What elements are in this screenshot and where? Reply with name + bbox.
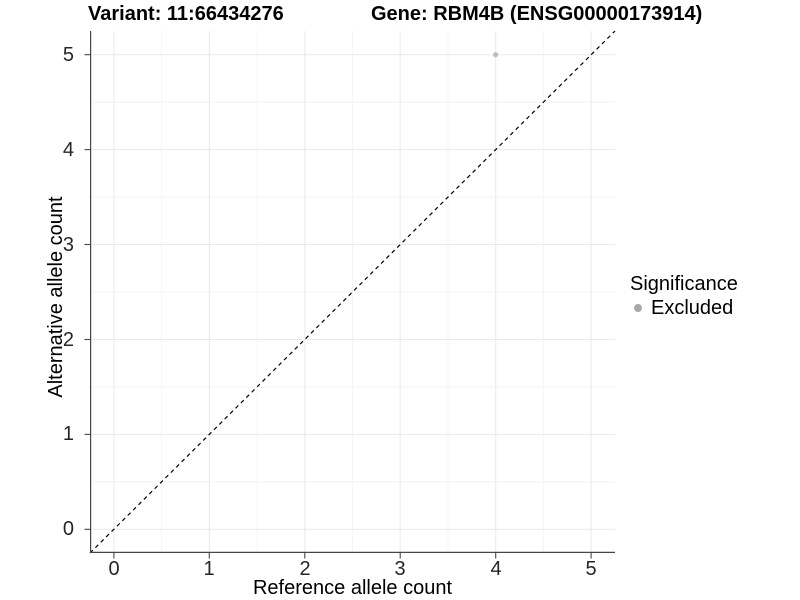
y-tick-label: 1 (62, 423, 74, 445)
legend-key-dot-icon (634, 304, 642, 312)
x-tick-label: 1 (203, 558, 215, 580)
x-tick-label: 2 (299, 558, 311, 580)
x-axis-title: Reference allele count (252, 577, 452, 599)
y-tick-label: 4 (62, 139, 74, 161)
x-tick-label: 0 (108, 558, 120, 580)
plot-title-variant: Variant: 11:66434276 (88, 3, 284, 25)
y-tick-label: 3 (62, 234, 74, 256)
y-tick-label: 5 (62, 44, 74, 66)
x-tick-label: 3 (394, 558, 406, 580)
legend-item-excluded: Excluded (630, 297, 738, 319)
plot-panel-svg (84, 30, 616, 559)
y-axis-title: Alternative allele count (45, 196, 67, 398)
y-tick-label: 0 (62, 518, 74, 540)
y-tick-label: 2 (62, 329, 74, 351)
plot-title-gene: Gene: RBM4B (ENSG00000173914) (371, 3, 703, 25)
legend-item-label: Excluded (651, 297, 734, 319)
legend: Significance Excluded (630, 272, 738, 319)
x-tick-label: 5 (585, 558, 597, 580)
legend-title: Significance (630, 273, 738, 295)
x-tick-label: 4 (490, 558, 502, 580)
plot-panel (84, 30, 616, 559)
